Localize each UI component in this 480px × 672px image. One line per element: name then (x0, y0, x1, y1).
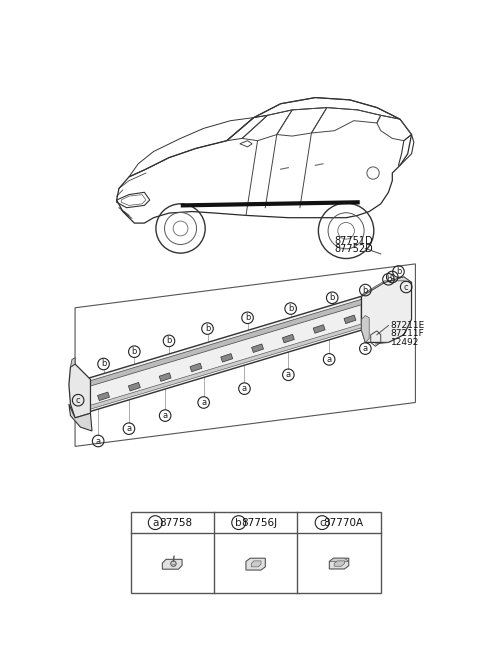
Polygon shape (361, 277, 411, 343)
Text: 87756J: 87756J (241, 517, 277, 528)
Text: b: b (245, 313, 250, 323)
Polygon shape (69, 404, 92, 431)
Text: 87752D: 87752D (335, 243, 373, 253)
Text: a: a (152, 517, 158, 528)
Text: b: b (205, 324, 210, 333)
Polygon shape (282, 335, 294, 343)
Text: b: b (132, 347, 137, 356)
Text: 87758: 87758 (159, 517, 192, 528)
Polygon shape (246, 558, 265, 570)
Text: c: c (319, 517, 325, 528)
Text: a: a (126, 424, 132, 433)
Polygon shape (221, 353, 233, 362)
Text: a: a (201, 398, 206, 407)
Text: b: b (288, 304, 293, 313)
Polygon shape (361, 315, 369, 343)
Polygon shape (97, 392, 109, 401)
Circle shape (171, 561, 176, 566)
Polygon shape (84, 296, 361, 413)
Polygon shape (71, 358, 75, 367)
FancyBboxPatch shape (131, 512, 381, 593)
Text: c: c (404, 282, 408, 292)
Text: c: c (390, 272, 395, 282)
Polygon shape (252, 561, 261, 566)
Text: b: b (396, 267, 401, 276)
Text: 87770A: 87770A (323, 517, 363, 528)
Text: b: b (101, 360, 106, 368)
Text: 87751D: 87751D (335, 236, 373, 246)
Polygon shape (313, 325, 325, 333)
Text: a: a (363, 344, 368, 353)
Polygon shape (361, 277, 411, 296)
Polygon shape (190, 363, 202, 372)
Polygon shape (344, 315, 356, 324)
Text: a: a (242, 384, 247, 393)
Polygon shape (329, 558, 349, 569)
Text: b: b (386, 275, 391, 284)
Text: a: a (96, 437, 101, 446)
Polygon shape (252, 344, 264, 353)
Polygon shape (162, 559, 182, 569)
Text: b: b (330, 293, 335, 302)
Text: b: b (235, 517, 242, 528)
Text: 87211F: 87211F (391, 329, 424, 338)
Polygon shape (84, 299, 361, 388)
Text: a: a (326, 355, 332, 364)
Polygon shape (128, 382, 140, 391)
Polygon shape (69, 364, 90, 418)
Text: b: b (166, 337, 172, 345)
Polygon shape (334, 561, 345, 566)
Text: a: a (286, 370, 291, 379)
Polygon shape (84, 324, 361, 411)
Text: 87211E: 87211E (391, 321, 425, 330)
Polygon shape (159, 373, 171, 381)
Text: b: b (363, 286, 368, 294)
Text: c: c (76, 396, 81, 405)
Text: a: a (163, 411, 168, 420)
Polygon shape (329, 558, 349, 561)
Text: 12492: 12492 (391, 338, 419, 347)
